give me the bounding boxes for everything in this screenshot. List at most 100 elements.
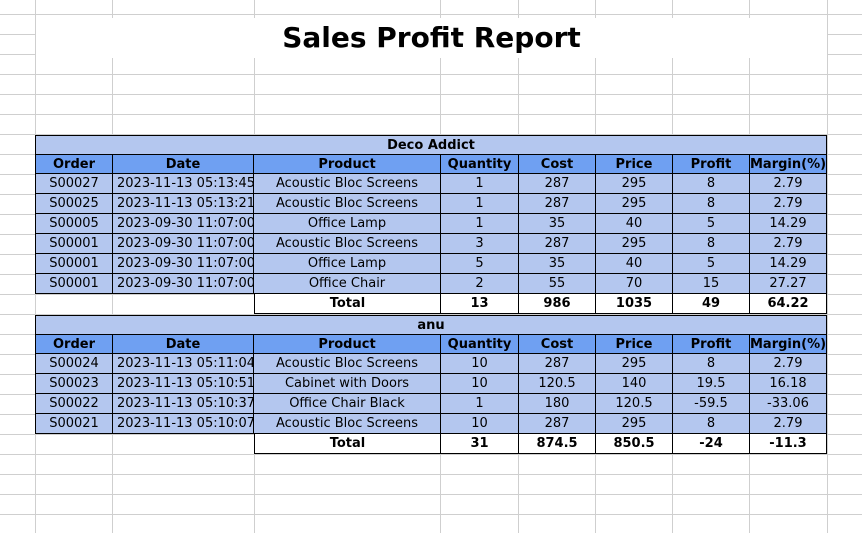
cell-price[interactable]: 140 [596,374,673,394]
cell-order[interactable]: S00001 [35,234,113,254]
cell-date[interactable]: 2023-11-13 05:10:51 [113,374,254,394]
cell-cost[interactable]: 287 [519,174,596,194]
column-header-margin[interactable]: Margin(%) [750,154,827,174]
empty-cell[interactable] [35,294,113,314]
cell-profit[interactable]: 5 [673,214,750,234]
cell-profit[interactable]: -59.5 [673,394,750,414]
cell-profit[interactable]: 8 [673,414,750,434]
cell-profit[interactable]: 8 [673,194,750,214]
column-header-order[interactable]: Order [35,154,113,174]
cell-quantity[interactable]: 1 [441,194,519,214]
column-header-cost[interactable]: Cost [519,154,596,174]
cell-quantity[interactable]: 3 [441,234,519,254]
cell-profit[interactable]: 5 [673,254,750,274]
cell-order[interactable]: S00023 [35,374,113,394]
cell-product[interactable]: Office Chair Black [254,394,441,414]
cell-price[interactable]: 295 [596,234,673,254]
total-margin[interactable]: 64.22 [750,294,827,314]
cell-cost[interactable]: 287 [519,354,596,374]
cell-profit[interactable]: 8 [673,174,750,194]
cell-cost[interactable]: 180 [519,394,596,414]
total-label[interactable]: Total [254,294,441,314]
cell-price[interactable]: 295 [596,174,673,194]
total-quantity[interactable]: 13 [441,294,519,314]
cell-margin[interactable]: 16.18 [750,374,827,394]
cell-margin[interactable]: -33.06 [750,394,827,414]
empty-cell[interactable] [113,294,254,314]
cell-date[interactable]: 2023-11-13 05:13:21 [113,194,254,214]
cell-margin[interactable]: 2.79 [750,414,827,434]
cell-product[interactable]: Acoustic Bloc Screens [254,234,441,254]
cell-order[interactable]: S00024 [35,354,113,374]
cell-date[interactable]: 2023-09-30 11:07:00 [113,214,254,234]
cell-order[interactable]: S00027 [35,174,113,194]
cell-date[interactable]: 2023-09-30 11:07:00 [113,274,254,294]
column-header-profit[interactable]: Profit [673,154,750,174]
column-header-product[interactable]: Product [254,334,441,354]
column-header-product[interactable]: Product [254,154,441,174]
empty-cell[interactable] [35,434,113,454]
cell-profit[interactable]: 19.5 [673,374,750,394]
cell-date[interactable]: 2023-11-13 05:10:07 [113,414,254,434]
cell-price[interactable]: 295 [596,414,673,434]
cell-product[interactable]: Acoustic Bloc Screens [254,354,441,374]
cell-price[interactable]: 40 [596,254,673,274]
column-header-quantity[interactable]: Quantity [441,334,519,354]
cell-cost[interactable]: 287 [519,414,596,434]
cell-date[interactable]: 2023-09-30 11:07:00 [113,254,254,274]
cell-order[interactable]: S00001 [35,254,113,274]
cell-cost[interactable]: 35 [519,214,596,234]
total-cost[interactable]: 986 [519,294,596,314]
cell-price[interactable]: 295 [596,354,673,374]
cell-quantity[interactable]: 1 [441,174,519,194]
total-price[interactable]: 1035 [596,294,673,314]
cell-cost[interactable]: 120.5 [519,374,596,394]
column-header-date[interactable]: Date [113,334,254,354]
cell-quantity[interactable]: 1 [441,214,519,234]
total-margin[interactable]: -11.3 [750,434,827,454]
cell-product[interactable]: Acoustic Bloc Screens [254,414,441,434]
total-profit[interactable]: -24 [673,434,750,454]
cell-margin[interactable]: 2.79 [750,194,827,214]
cell-profit[interactable]: 8 [673,234,750,254]
cell-margin[interactable]: 2.79 [750,354,827,374]
cell-order[interactable]: S00025 [35,194,113,214]
column-header-price[interactable]: Price [596,334,673,354]
cell-date[interactable]: 2023-11-13 05:10:37 [113,394,254,414]
total-profit[interactable]: 49 [673,294,750,314]
cell-profit[interactable]: 8 [673,354,750,374]
cell-price[interactable]: 120.5 [596,394,673,414]
cell-margin[interactable]: 14.29 [750,214,827,234]
cell-product[interactable]: Acoustic Bloc Screens [254,174,441,194]
cell-price[interactable]: 295 [596,194,673,214]
column-header-date[interactable]: Date [113,154,254,174]
group-header[interactable]: anu [35,315,827,334]
group-header[interactable]: Deco Addict [35,135,827,154]
cell-quantity[interactable]: 10 [441,354,519,374]
cell-date[interactable]: 2023-09-30 11:07:00 [113,234,254,254]
cell-margin[interactable]: 14.29 [750,254,827,274]
column-header-cost[interactable]: Cost [519,334,596,354]
total-label[interactable]: Total [254,434,441,454]
cell-order[interactable]: S00021 [35,414,113,434]
cell-price[interactable]: 70 [596,274,673,294]
cell-quantity[interactable]: 10 [441,374,519,394]
cell-cost[interactable]: 35 [519,254,596,274]
cell-product[interactable]: Cabinet with Doors [254,374,441,394]
cell-product[interactable]: Acoustic Bloc Screens [254,194,441,214]
cell-price[interactable]: 40 [596,214,673,234]
column-header-price[interactable]: Price [596,154,673,174]
cell-quantity[interactable]: 5 [441,254,519,274]
cell-product[interactable]: Office Chair [254,274,441,294]
cell-margin[interactable]: 27.27 [750,274,827,294]
cell-order[interactable]: S00005 [35,214,113,234]
cell-profit[interactable]: 15 [673,274,750,294]
total-cost[interactable]: 874.5 [519,434,596,454]
cell-cost[interactable]: 287 [519,234,596,254]
cell-quantity[interactable]: 1 [441,394,519,414]
cell-order[interactable]: S00022 [35,394,113,414]
cell-quantity[interactable]: 10 [441,414,519,434]
column-header-order[interactable]: Order [35,334,113,354]
cell-product[interactable]: Office Lamp [254,254,441,274]
cell-date[interactable]: 2023-11-13 05:11:04 [113,354,254,374]
